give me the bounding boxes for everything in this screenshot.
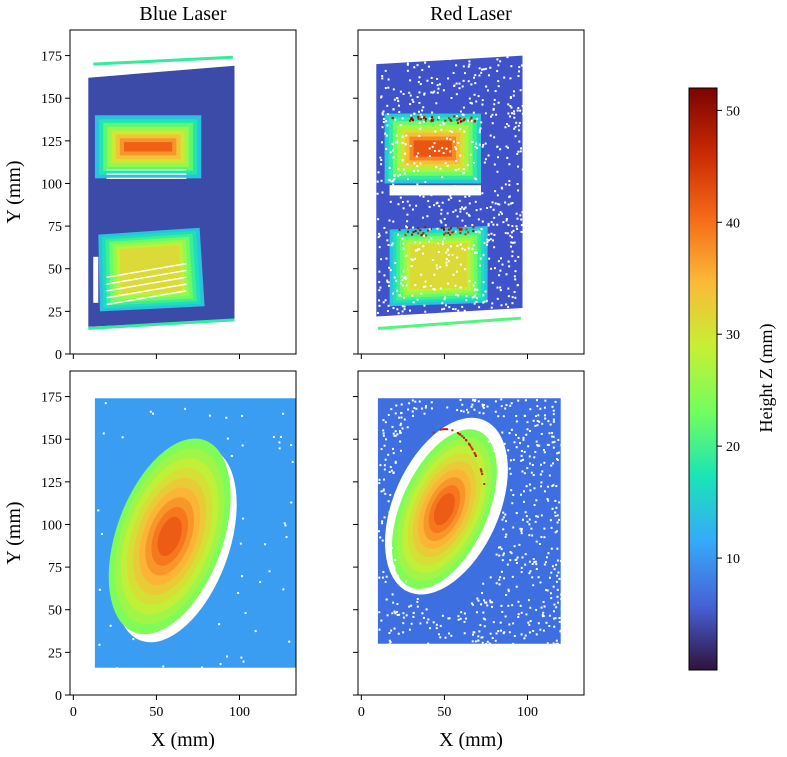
y-tick-label: 25 xyxy=(48,305,62,320)
x-tick-label: 100 xyxy=(229,705,250,720)
colorbar-tick-label: 40 xyxy=(726,216,740,231)
y-tick-label: 150 xyxy=(41,433,62,448)
y-tick-label: 25 xyxy=(48,646,62,661)
y-tick-label: 75 xyxy=(48,220,62,235)
x-axis-label: X (mm) xyxy=(439,729,503,751)
colorbar-tick-label: 30 xyxy=(726,328,740,343)
panel-blue-laser-blocks: 0 25 50 75 100 125 150 175 Y (mm) xyxy=(3,29,297,363)
y-tick-label: 100 xyxy=(41,518,62,533)
colorbar: 10 20 30 40 50 xyxy=(688,87,740,671)
y-tick-label: 75 xyxy=(48,561,62,576)
axes-frame xyxy=(69,29,297,355)
y-tick-label: 150 xyxy=(41,92,62,107)
x-tick-label: 0 xyxy=(358,705,365,720)
y-tick-label: 100 xyxy=(41,177,62,192)
colorbar-tick-label: 20 xyxy=(726,440,740,455)
y-tick-label: 0 xyxy=(55,689,62,704)
y-tick-label: 125 xyxy=(41,135,62,150)
axes-frame xyxy=(69,370,297,696)
heatmap-image xyxy=(376,55,525,330)
heatmap-image xyxy=(88,55,235,330)
y-tick-label: 50 xyxy=(48,263,62,278)
y-tick-label: 175 xyxy=(41,50,62,65)
x-tick-label: 100 xyxy=(517,705,538,720)
column-title-red-laser: Red Laser xyxy=(430,3,512,25)
y-tick-label: 125 xyxy=(41,476,62,491)
colorbar-label: Height Z (mm) xyxy=(756,324,777,433)
heatmap-image xyxy=(94,398,296,670)
y-axis-label: Y (mm) xyxy=(3,160,25,223)
panel-red-laser-oval: 0 50 100 X (mm) xyxy=(353,370,585,751)
x-tick-label: 50 xyxy=(437,705,451,720)
colorbar-tick-label: 50 xyxy=(726,104,740,119)
column-title-blue-laser: Blue Laser xyxy=(139,3,227,25)
colorbar-tick-label: 10 xyxy=(726,552,740,567)
axes-frame xyxy=(357,29,585,355)
colorbar-gradient xyxy=(688,87,718,671)
y-axis-label: Y (mm) xyxy=(3,501,25,564)
x-tick-label: 50 xyxy=(149,705,163,720)
panel-blue-laser-oval: 0 25 50 75 100 125 150 175 0 50 100 Y (mm) X (mm) xyxy=(3,370,297,751)
heatmap-image xyxy=(377,398,563,646)
y-tick-label: 50 xyxy=(48,604,62,619)
axes-frame xyxy=(357,370,585,696)
panel-red-laser-blocks xyxy=(353,29,585,359)
y-tick-label: 175 xyxy=(41,391,62,406)
x-tick-label: 0 xyxy=(70,705,77,720)
y-tick-label: 0 xyxy=(55,348,62,363)
x-axis-label: X (mm) xyxy=(151,729,215,751)
